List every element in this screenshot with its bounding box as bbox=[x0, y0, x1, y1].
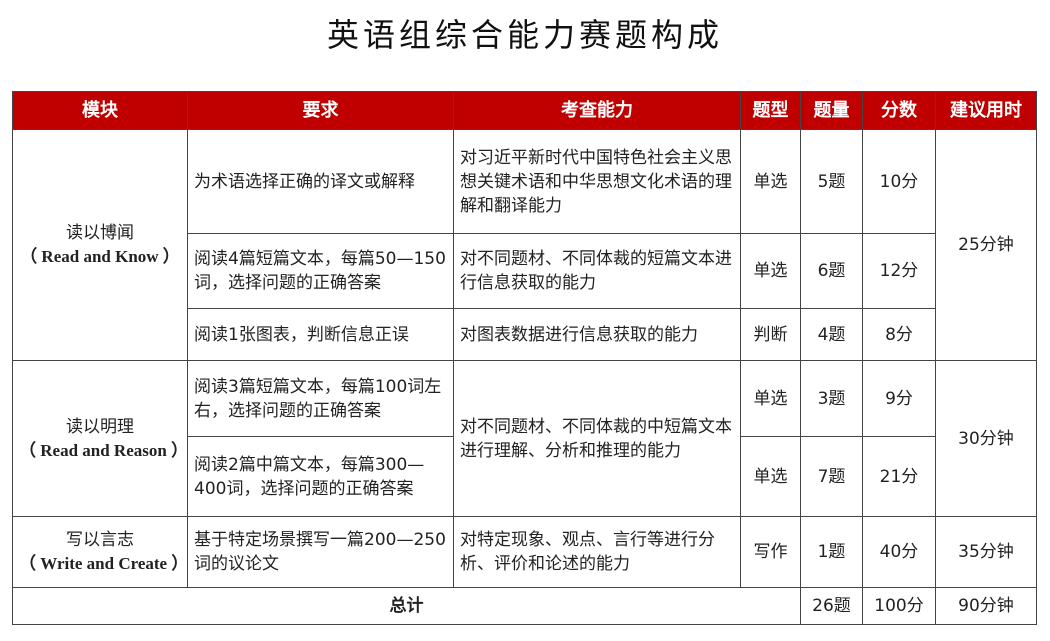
score-cell: 9分 bbox=[862, 360, 936, 437]
module-english: （ Read and Reason ） bbox=[19, 440, 189, 460]
ability-cell: 对特定现象、观点、言行等进行分析、评价和论述的能力 bbox=[453, 516, 741, 588]
exam-structure-table: 模块 要求 考查能力 题型 题量 分数 建议用时 读以博闻 （ Read and… bbox=[12, 91, 1037, 625]
time-cell: 30分钟 bbox=[935, 360, 1037, 517]
time-cell: 35分钟 bbox=[935, 516, 1037, 588]
requirement-cell: 基于特定场景撰写一篇200—250词的议论文 bbox=[187, 516, 454, 588]
header-requirement: 要求 bbox=[187, 91, 454, 130]
header-row: 模块 要求 考查能力 题型 题量 分数 建议用时 bbox=[12, 91, 1037, 130]
score-cell: 12分 bbox=[862, 233, 936, 309]
table-row: 读以明理 （ Read and Reason ） 阅读3篇短篇文本，每篇100词… bbox=[12, 360, 1037, 517]
header-ability: 考查能力 bbox=[453, 91, 741, 130]
ability-cell: 对不同题材、不同体裁的短篇文本进行信息获取的能力 bbox=[453, 233, 741, 309]
requirement-cell: 为术语选择正确的译文或解释 bbox=[187, 129, 454, 234]
type-cell: 写作 bbox=[740, 516, 801, 588]
header-type: 题型 bbox=[740, 91, 801, 130]
page-title: 英语组综合能力赛题构成 bbox=[326, 16, 723, 54]
time-cell: 25分钟 bbox=[935, 129, 1037, 361]
header-score: 分数 bbox=[862, 91, 936, 130]
count-cell: 5题 bbox=[800, 129, 863, 234]
count-cell: 1题 bbox=[800, 516, 863, 588]
module-english: （ Read and Know ） bbox=[20, 247, 180, 266]
module-cell: 读以明理 （ Read and Reason ） bbox=[12, 360, 189, 517]
module-name: 写以言志 bbox=[66, 530, 134, 550]
module-cell: 读以博闻 （ Read and Know ） bbox=[12, 129, 188, 361]
module-name: 读以博闻 bbox=[66, 223, 134, 243]
ability-cell: 对图表数据进行信息获取的能力 bbox=[453, 308, 741, 361]
table-row: 阅读4篇短篇文本，每篇50—150词，选择问题的正确答案 对不同题材、不同体裁的… bbox=[13, 233, 1037, 309]
score-cell: 8分 bbox=[862, 308, 936, 361]
count-cell: 6题 bbox=[800, 233, 863, 309]
header-module: 模块 bbox=[12, 91, 188, 130]
table-row: 读以博闻 （ Read and Know ） 为术语选择正确的译文或解释 对习近… bbox=[12, 129, 1037, 361]
count-cell: 4题 bbox=[800, 308, 863, 361]
table-row: 写以言志 （ Write and Create ） 基于特定场景撰写一篇200—… bbox=[12, 516, 1037, 588]
requirement-cell: 阅读3篇短篇文本，每篇100词左右，选择问题的正确答案 bbox=[187, 360, 454, 437]
total-row: 总计 26题 100分 90分钟 bbox=[12, 587, 1037, 625]
ability-cell: 对不同题材、不同体裁的中短篇文本进行理解、分析和推理的能力 bbox=[453, 360, 741, 517]
count-cell: 3题 bbox=[800, 360, 863, 437]
type-cell: 单选 bbox=[740, 233, 801, 309]
score-cell: 40分 bbox=[862, 516, 936, 588]
header-time: 建议用时 bbox=[935, 91, 1037, 130]
type-cell: 判断 bbox=[740, 308, 801, 361]
module-cell: 写以言志 （ Write and Create ） bbox=[12, 516, 189, 588]
score-cell: 10分 bbox=[862, 129, 936, 234]
requirement-cell: 阅读2篇中篇文本，每篇300—400词，选择问题的正确答案 bbox=[187, 436, 454, 517]
header-count: 题量 bbox=[800, 91, 863, 130]
module-name: 读以明理 bbox=[66, 416, 134, 437]
total-count: 26题 bbox=[800, 587, 863, 625]
table-row: 阅读1张图表，判断信息正误 对图表数据进行信息获取的能力 判断 4题 8分 bbox=[13, 308, 1037, 361]
ability-cell: 对习近平新时代中国特色社会主义思想关键术语和中华思想文化术语的理解和翻译能力 bbox=[453, 129, 741, 234]
total-label: 总计 bbox=[12, 587, 801, 625]
module-english: （ Write and Create ） bbox=[19, 554, 189, 573]
count-cell: 7题 bbox=[800, 436, 863, 517]
score-cell: 21分 bbox=[862, 436, 936, 517]
type-cell: 单选 bbox=[740, 360, 801, 437]
type-cell: 单选 bbox=[740, 129, 801, 234]
type-cell: 单选 bbox=[740, 436, 801, 517]
table-row: 阅读2篇中篇文本，每篇300—400词，选择问题的正确答案 单选 7题 21分 bbox=[13, 436, 1037, 517]
requirement-cell: 阅读4篇短篇文本，每篇50—150词，选择问题的正确答案 bbox=[187, 233, 454, 309]
requirement-cell: 阅读1张图表，判断信息正误 bbox=[187, 308, 454, 361]
total-score: 100分 bbox=[862, 587, 936, 625]
total-time: 90分钟 bbox=[935, 587, 1037, 625]
